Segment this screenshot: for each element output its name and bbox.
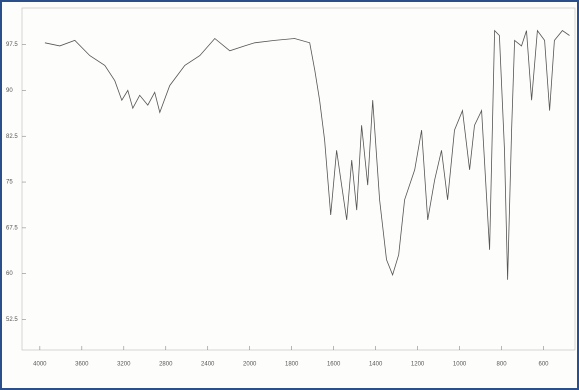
x-tick-label: 2800 bbox=[159, 362, 173, 368]
x-tick-label: 3200 bbox=[117, 362, 131, 368]
y-tick-label: 60 bbox=[6, 271, 13, 277]
y-tick-label: 97.5 bbox=[6, 42, 18, 48]
spectrum-line bbox=[44, 29, 570, 280]
x-tick-label: 1800 bbox=[285, 362, 299, 368]
y-tick-label: 82.5 bbox=[6, 134, 18, 140]
x-tick-label: 1200 bbox=[411, 362, 425, 368]
y-tick-label: 67.5 bbox=[6, 225, 18, 231]
x-tick-label: 2000 bbox=[243, 362, 257, 368]
x-tick-label: 1000 bbox=[453, 362, 467, 368]
x-tick-label: 4000 bbox=[33, 362, 47, 368]
x-tick-label: 1600 bbox=[327, 362, 341, 368]
y-tick-label: 52.5 bbox=[6, 317, 18, 323]
plot-area bbox=[21, 7, 576, 351]
x-tick-label: 800 bbox=[497, 362, 508, 368]
y-tick-label: 75 bbox=[6, 180, 13, 186]
x-tick-label: 600 bbox=[539, 362, 550, 368]
x-tick-label: 2400 bbox=[201, 362, 215, 368]
x-tick-label: 3600 bbox=[75, 362, 89, 368]
x-tick-label: 1400 bbox=[369, 362, 383, 368]
y-tick-label: 90 bbox=[6, 88, 13, 94]
